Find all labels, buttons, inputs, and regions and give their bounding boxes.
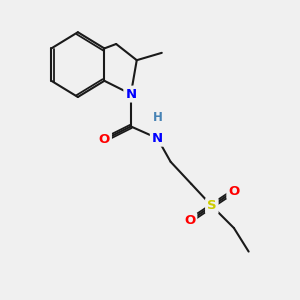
Text: O: O bbox=[184, 214, 195, 227]
Text: N: N bbox=[125, 88, 136, 100]
Text: N: N bbox=[152, 132, 163, 145]
Text: H: H bbox=[152, 111, 162, 124]
Text: O: O bbox=[99, 133, 110, 146]
Text: O: O bbox=[228, 185, 239, 198]
Text: S: S bbox=[207, 200, 217, 212]
